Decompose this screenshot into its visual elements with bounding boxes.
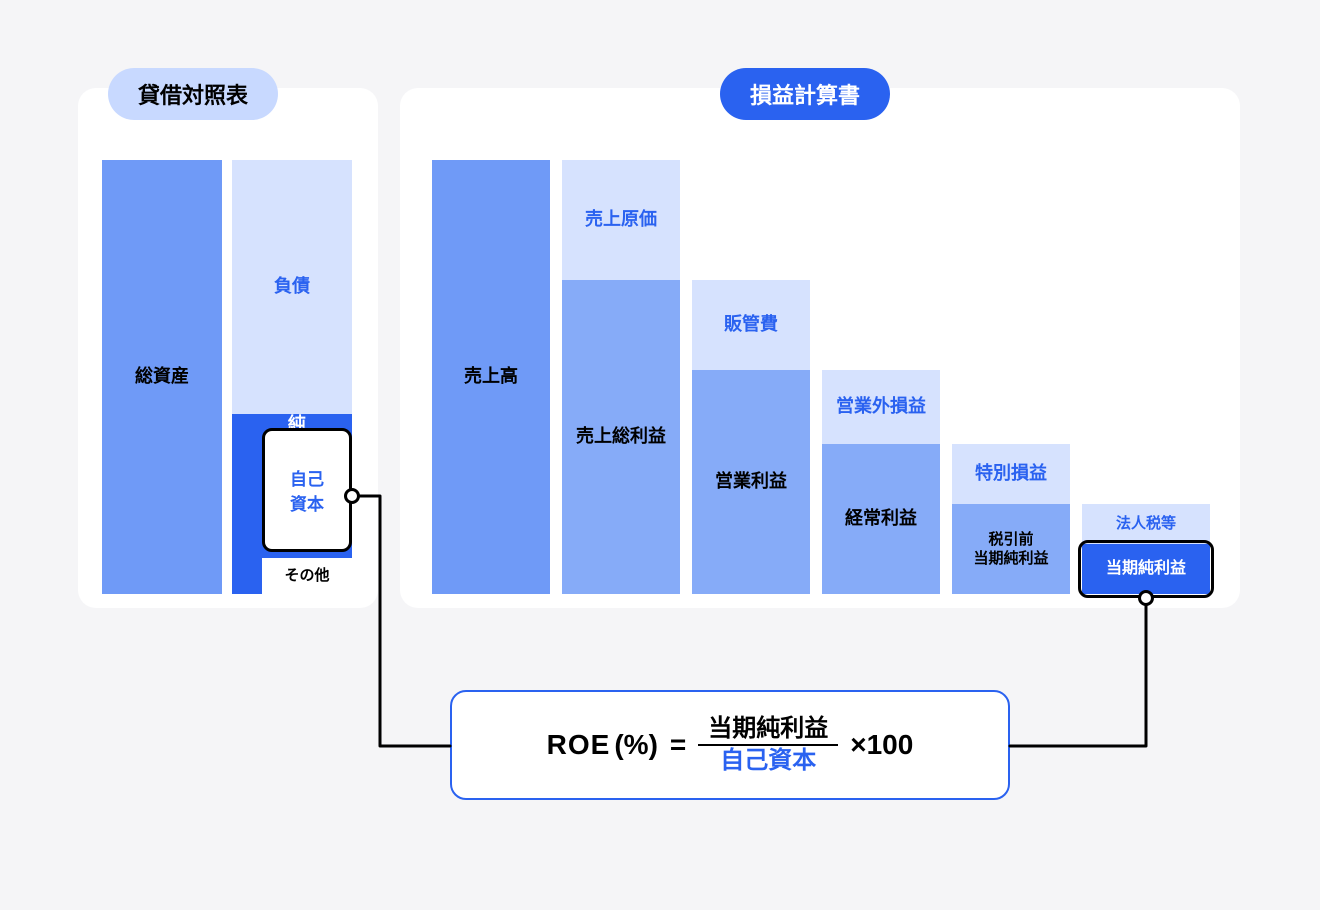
formula-tail: ×100 [850,729,913,761]
income-statement-bar: 売上総利益 [562,280,680,594]
roe-formula: ROE (%) = 当期純利益 自己資本 ×100 [547,714,914,777]
equity-connector-dot [344,488,360,504]
income-statement-bar: 経常利益 [822,444,940,594]
formula-numerator: 当期純利益 [698,714,838,744]
income-statement-bar: 売上高 [432,160,550,594]
income-statement-bar: 営業外損益 [822,370,940,444]
income-statement-bar: 税引前 当期純利益 [952,504,1070,594]
formula-denominator: 自己資本 [710,746,826,776]
equity-label: 自己 資本 [290,465,324,515]
formula-eq: = [670,729,686,761]
balance-sheet-title: 貸借対照表 [138,78,248,110]
income-statement-bar: 法人税等 [1082,504,1210,544]
balance-sheet-bar: 負債 [232,160,352,414]
formula-pct: (%) [614,729,658,761]
balance-sheet-bar: 総資産 [102,160,222,594]
income-statement-title: 損益計算書 [750,78,860,110]
equity-highlight-box: 自己 資本 [262,428,352,552]
net-income-connector-dot [1138,590,1154,606]
formula-fraction: 当期純利益 自己資本 [698,714,838,777]
balance-sheet-title-pill: 貸借対照表 [108,68,278,120]
income-statement-bar: 特別損益 [952,444,1070,504]
roe-formula-box: ROE (%) = 当期純利益 自己資本 ×100 [450,690,1010,800]
income-statement-bar: 営業利益 [692,370,810,594]
income-statement-title-pill: 損益計算書 [720,68,890,120]
formula-roe: ROE [547,729,611,761]
income-statement-bar: 売上原価 [562,160,680,280]
balance-sheet-bar: その他 [262,558,352,594]
income-statement-bar: 販管費 [692,280,810,370]
